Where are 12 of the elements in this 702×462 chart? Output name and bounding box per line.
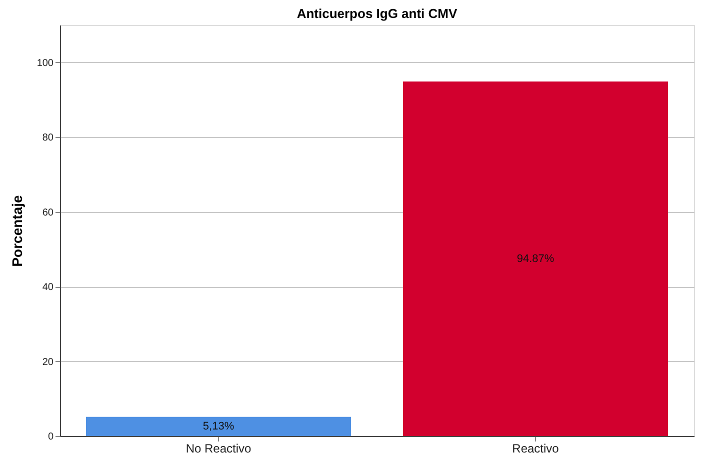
y-tick-label: 80 (42, 132, 54, 144)
chart-title: Anticuerpos IgG anti CMV (296, 6, 458, 21)
x-tick-label: Reactivo (512, 442, 560, 456)
y-axis-title: Porcentaje (8, 194, 25, 267)
y-tick-label: 40 (42, 282, 54, 294)
data-label: 5,13% (202, 420, 234, 432)
y-tick-label: 0 (48, 432, 54, 442)
y-tick-label: 60 (42, 207, 54, 218)
data-label: 94.87% (516, 252, 554, 265)
y-tick-label: 100 (36, 58, 54, 69)
y-tick-label: 20 (42, 356, 54, 368)
x-tick-label: No Reactivo (186, 442, 252, 456)
